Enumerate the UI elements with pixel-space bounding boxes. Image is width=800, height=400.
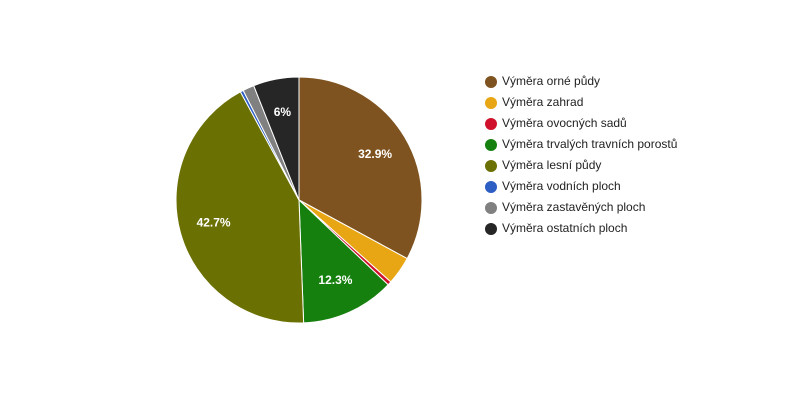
legend-label: Výměra zahrad [502,95,583,109]
legend-swatch [485,139,497,151]
slice-label: 42.7% [197,216,231,230]
legend-label: Výměra orné půdy [502,74,600,88]
legend-label: Výměra vodních ploch [502,179,621,193]
legend-swatch [485,223,497,235]
pie-slice [298,76,423,260]
legend-swatch [485,181,497,193]
legend-swatch [485,118,497,130]
legend-swatch [485,202,497,214]
pie-slice [175,91,305,324]
legend-swatch [485,97,497,109]
slice-label: 6% [274,105,292,119]
legend-label: Výměra lesní půdy [502,158,601,172]
pie-slice [298,198,389,324]
slice-label: 32.9% [358,147,392,161]
slice-label: 12.3% [318,273,352,287]
legend-swatch [485,76,497,88]
pie-slice [253,76,300,201]
legend-label: Výměra trvalých travních porostů [502,137,677,151]
legend-label: Výměra ovocných sadů [502,116,627,130]
legend-label: Výměra zastavěných ploch [502,200,645,214]
legend-swatch [485,160,497,172]
legend-label: Výměra ostatních ploch [502,221,627,235]
